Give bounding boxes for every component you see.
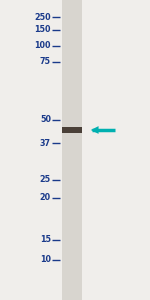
Text: 50: 50 [40,116,51,124]
Text: 20: 20 [40,194,51,202]
Text: 25: 25 [40,176,51,184]
Text: 150: 150 [34,26,51,34]
Text: 100: 100 [34,41,51,50]
Text: 10: 10 [40,256,51,265]
Text: 250: 250 [34,13,51,22]
Text: 75: 75 [40,58,51,67]
Text: 15: 15 [40,236,51,244]
Bar [62,127,82,133]
Text: 37: 37 [40,139,51,148]
Bar [62,0,82,300]
